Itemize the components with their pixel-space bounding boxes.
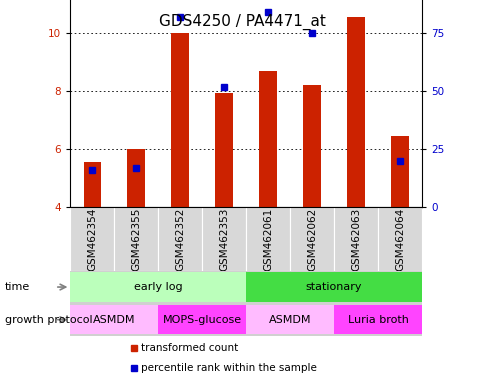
FancyBboxPatch shape <box>289 207 333 271</box>
Bar <box>83 162 101 207</box>
FancyBboxPatch shape <box>333 305 421 334</box>
FancyBboxPatch shape <box>70 272 245 302</box>
Text: GSM462062: GSM462062 <box>306 207 317 271</box>
Text: GSM462352: GSM462352 <box>175 207 185 271</box>
Text: Luria broth: Luria broth <box>347 314 408 325</box>
Bar <box>127 149 145 207</box>
FancyBboxPatch shape <box>333 207 377 271</box>
Text: GSM462353: GSM462353 <box>219 207 228 271</box>
FancyBboxPatch shape <box>70 207 114 271</box>
Text: GSM462064: GSM462064 <box>394 207 404 271</box>
Bar <box>171 33 189 207</box>
FancyBboxPatch shape <box>114 207 158 271</box>
FancyBboxPatch shape <box>70 305 158 334</box>
Text: GSM462061: GSM462061 <box>263 207 272 271</box>
Text: GSM462354: GSM462354 <box>87 207 97 271</box>
Text: MOPS-glucose: MOPS-glucose <box>162 314 241 325</box>
Text: GSM462355: GSM462355 <box>131 207 141 271</box>
FancyBboxPatch shape <box>158 305 245 334</box>
Text: growth protocol: growth protocol <box>5 314 92 325</box>
Text: stationary: stationary <box>305 282 362 292</box>
Bar <box>347 17 364 207</box>
Text: ASMDM: ASMDM <box>268 314 311 325</box>
Bar <box>215 93 232 207</box>
Text: early log: early log <box>134 282 182 292</box>
Text: time: time <box>5 282 30 292</box>
FancyBboxPatch shape <box>377 207 421 271</box>
Bar <box>302 85 320 207</box>
FancyBboxPatch shape <box>245 207 289 271</box>
Text: GDS4250 / PA4471_at: GDS4250 / PA4471_at <box>159 13 325 30</box>
Text: transformed count: transformed count <box>140 343 238 353</box>
FancyBboxPatch shape <box>245 305 333 334</box>
FancyBboxPatch shape <box>245 272 421 302</box>
Text: percentile rank within the sample: percentile rank within the sample <box>140 363 316 373</box>
FancyBboxPatch shape <box>158 207 202 271</box>
Bar <box>391 136 408 207</box>
FancyBboxPatch shape <box>202 207 245 271</box>
Text: ASMDM: ASMDM <box>93 314 135 325</box>
Text: GSM462063: GSM462063 <box>350 207 360 271</box>
Bar <box>259 71 276 207</box>
